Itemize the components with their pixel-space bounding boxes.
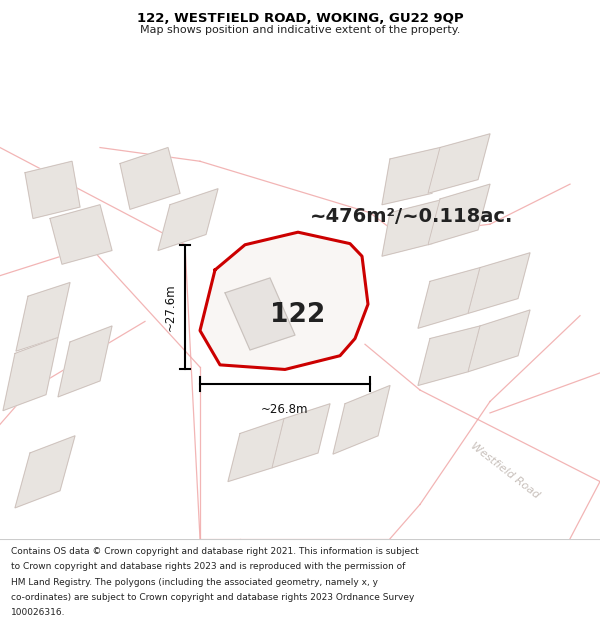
Polygon shape	[15, 436, 75, 508]
Polygon shape	[16, 282, 70, 351]
Polygon shape	[272, 404, 330, 468]
Polygon shape	[228, 419, 284, 481]
Text: co-ordinates) are subject to Crown copyright and database rights 2023 Ordnance S: co-ordinates) are subject to Crown copyr…	[11, 592, 414, 602]
Polygon shape	[468, 310, 530, 372]
Polygon shape	[382, 148, 440, 205]
Polygon shape	[428, 134, 490, 193]
Text: Westfield Road: Westfield Road	[469, 440, 541, 500]
Polygon shape	[25, 161, 80, 219]
Text: 100026316.: 100026316.	[11, 608, 65, 617]
Polygon shape	[158, 189, 218, 251]
Text: 122: 122	[270, 302, 325, 329]
Text: 122, WESTFIELD ROAD, WOKING, GU22 9QP: 122, WESTFIELD ROAD, WOKING, GU22 9QP	[137, 12, 463, 25]
Polygon shape	[58, 326, 112, 397]
Polygon shape	[3, 338, 58, 411]
Polygon shape	[50, 205, 112, 264]
Polygon shape	[225, 278, 295, 350]
Polygon shape	[200, 232, 368, 369]
Text: Contains OS data © Crown copyright and database right 2021. This information is : Contains OS data © Crown copyright and d…	[11, 548, 419, 556]
Text: ~26.8m: ~26.8m	[261, 402, 309, 416]
Polygon shape	[468, 253, 530, 313]
Text: ~27.6m: ~27.6m	[163, 283, 176, 331]
Text: to Crown copyright and database rights 2023 and is reproduced with the permissio: to Crown copyright and database rights 2…	[11, 562, 405, 571]
Polygon shape	[418, 268, 480, 328]
Polygon shape	[418, 326, 480, 386]
Polygon shape	[428, 184, 490, 245]
Polygon shape	[120, 148, 180, 209]
Polygon shape	[333, 386, 390, 454]
Polygon shape	[382, 200, 440, 256]
Text: ~476m²/~0.118ac.: ~476m²/~0.118ac.	[310, 207, 514, 226]
Text: Map shows position and indicative extent of the property.: Map shows position and indicative extent…	[140, 25, 460, 35]
Text: HM Land Registry. The polygons (including the associated geometry, namely x, y: HM Land Registry. The polygons (includin…	[11, 578, 378, 586]
